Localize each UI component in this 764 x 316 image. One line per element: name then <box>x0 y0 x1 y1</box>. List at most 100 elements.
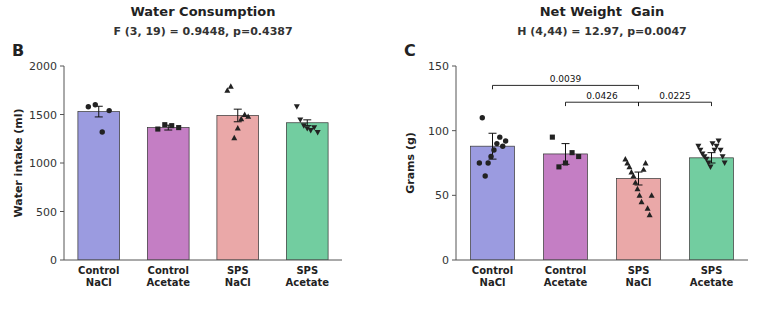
data-point <box>311 125 317 130</box>
data-point <box>308 128 314 133</box>
category-label: ControlNaCl <box>78 265 119 288</box>
figure: Water Consumption F (3, 19) = 0.9448, p=0… <box>0 0 764 316</box>
title: Water Consumption <box>130 4 275 19</box>
tick-label: 0 <box>50 254 57 267</box>
panel-label: B <box>12 41 24 60</box>
panel: Water Consumption F (3, 19) = 0.9448, p=0… <box>12 4 342 288</box>
plot-area <box>471 85 734 260</box>
data-point <box>720 154 726 159</box>
tick-mark <box>60 260 64 261</box>
tick-mark <box>60 114 64 115</box>
subtitle: H (4,44) = 12.97, p=0.0047 <box>517 25 686 38</box>
data-point <box>626 164 632 169</box>
data-point <box>494 141 499 146</box>
data-point <box>643 160 649 165</box>
data-point <box>632 179 638 184</box>
data-point <box>550 135 555 140</box>
tick-label: 500 <box>36 206 57 219</box>
data-point <box>485 160 490 165</box>
panel: Net Weight Gain H (4,44) = 12.97, p=0.004… <box>404 4 748 288</box>
bar <box>617 179 661 260</box>
subtitle: F (3, 19) = 0.9448, p=0.4387 <box>113 25 292 38</box>
category-label: SPSAcetate <box>690 265 734 288</box>
bar <box>471 146 515 260</box>
data-point <box>637 192 643 197</box>
x-axis <box>456 260 748 261</box>
significance-bracket <box>639 102 712 106</box>
data-point <box>722 161 728 166</box>
tick-label: 1000 <box>29 157 57 170</box>
data-point <box>491 147 496 152</box>
data-point <box>503 138 508 143</box>
data-point <box>563 160 568 165</box>
data-point <box>480 115 485 120</box>
data-point <box>634 186 640 191</box>
category-label: SPSAcetate <box>285 265 329 288</box>
tick-label: 100 <box>428 125 449 138</box>
data-point <box>639 199 645 204</box>
data-point <box>716 139 722 144</box>
data-point <box>500 143 505 148</box>
significance-bracket <box>493 85 639 89</box>
data-point <box>294 104 300 109</box>
data-point <box>641 166 647 171</box>
category-label: ControlNaCl <box>472 265 513 288</box>
x-axis <box>64 260 342 261</box>
tick-mark <box>60 163 64 164</box>
plot-area <box>78 83 328 260</box>
data-point <box>483 173 488 178</box>
bracket-label: 0.0225 <box>659 91 691 101</box>
error-bar <box>95 106 103 117</box>
axis-label: Grams (g) <box>404 132 417 194</box>
bar <box>217 115 259 260</box>
tick-label: 2000 <box>29 60 57 73</box>
data-point <box>630 173 636 178</box>
bar <box>147 128 189 260</box>
tick-mark <box>452 130 456 131</box>
tick-mark <box>452 195 456 196</box>
bar <box>78 112 120 260</box>
bracket-label: 0.0426 <box>586 91 618 101</box>
category-label: SPSNaCl <box>225 265 251 288</box>
tick-mark <box>452 260 456 261</box>
data-point <box>570 150 575 155</box>
data-point <box>86 104 91 109</box>
data-point <box>155 127 160 132</box>
bracket-label: 0.0039 <box>550 74 582 84</box>
data-point <box>235 125 241 130</box>
title: Net Weight Gain <box>540 4 665 19</box>
data-point <box>176 125 181 130</box>
data-point <box>645 205 651 210</box>
axis-label: Water intake (ml) <box>12 108 25 217</box>
data-point <box>718 148 724 153</box>
error-bar <box>489 133 497 159</box>
tick-label: 1500 <box>29 109 57 122</box>
bar <box>690 158 734 260</box>
y-axis <box>64 66 65 260</box>
tick-label: 50 <box>435 189 449 202</box>
bar <box>286 123 328 260</box>
tick-label: 150 <box>428 60 449 73</box>
data-point <box>488 154 493 159</box>
tick-label: 0 <box>442 254 449 267</box>
tick-mark <box>452 66 456 67</box>
data-point <box>707 164 713 169</box>
significance-bracket <box>566 102 639 106</box>
data-point <box>649 192 655 197</box>
tick-mark <box>60 66 64 67</box>
data-point <box>231 135 237 140</box>
data-point <box>106 108 111 113</box>
data-point <box>315 130 321 135</box>
category-label: ControlAcetate <box>146 265 190 288</box>
data-point <box>556 164 561 169</box>
y-axis <box>456 66 457 260</box>
tick-mark <box>60 211 64 212</box>
data-point <box>169 123 174 128</box>
data-point <box>100 129 105 134</box>
data-point <box>647 212 653 217</box>
data-point <box>228 83 234 88</box>
data-point <box>162 122 167 127</box>
data-point <box>93 102 98 107</box>
category-label: ControlAcetate <box>544 265 588 288</box>
data-point <box>576 154 581 159</box>
